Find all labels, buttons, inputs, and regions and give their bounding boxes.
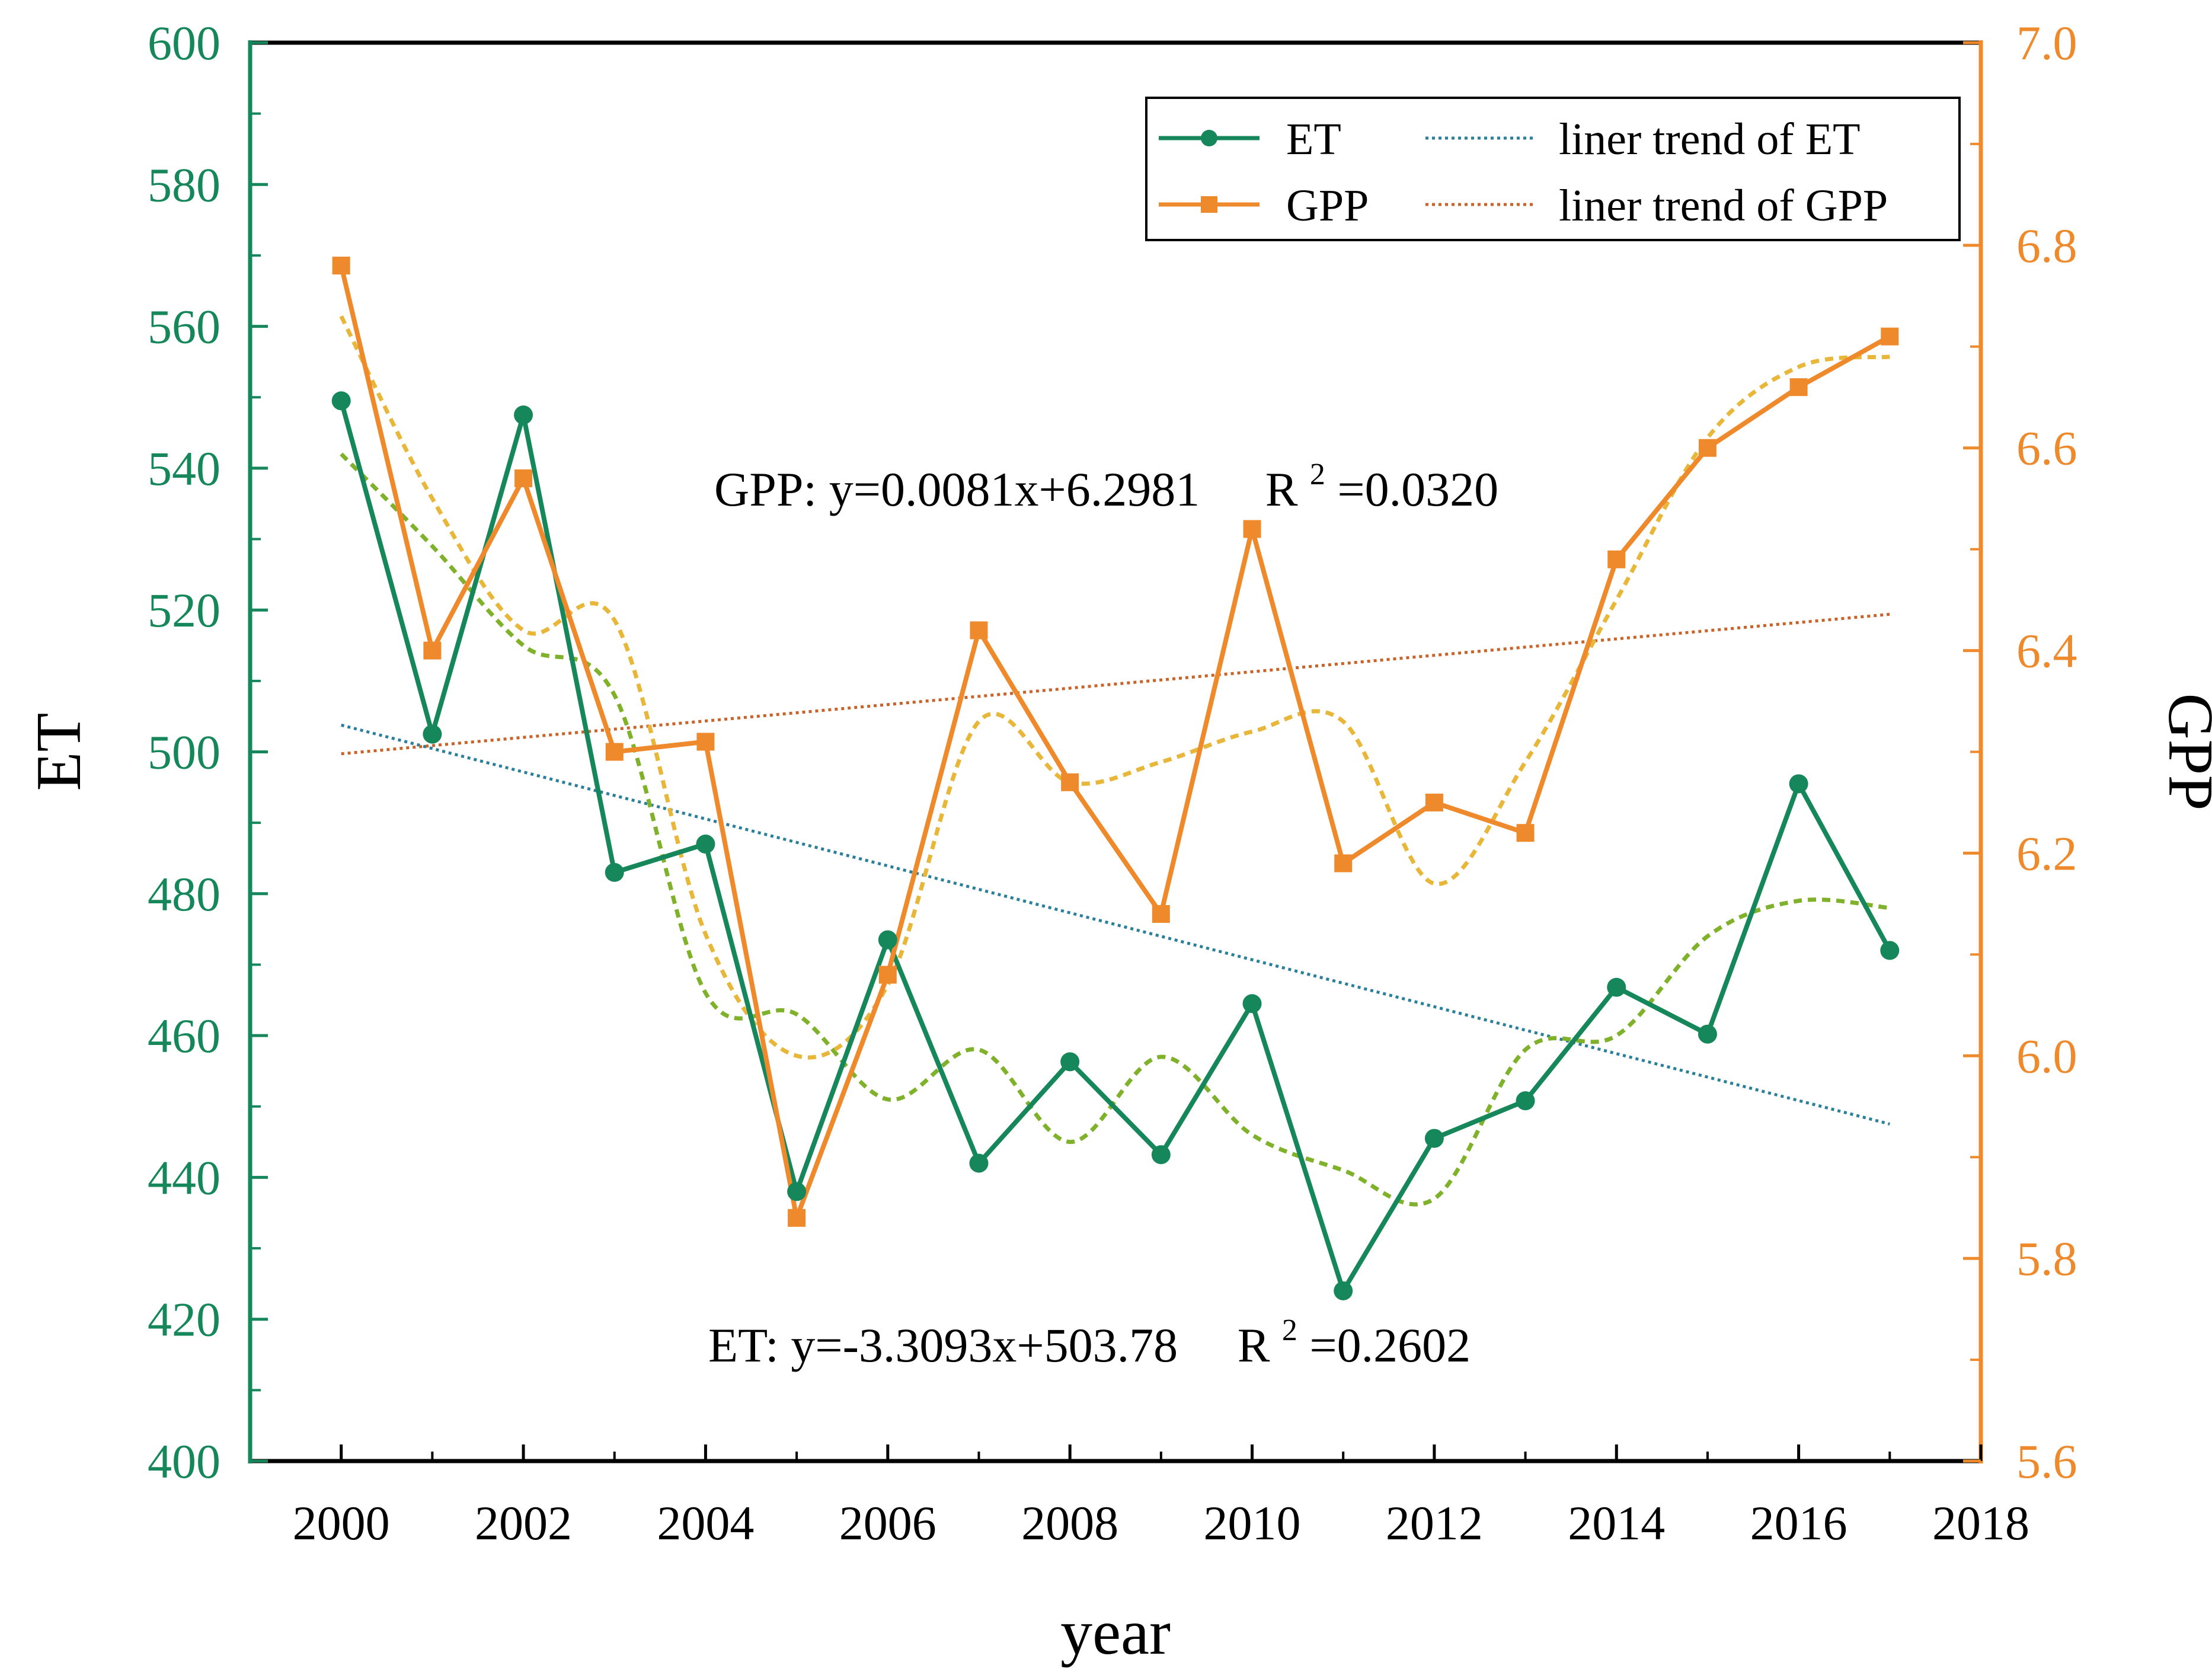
et-point [423, 724, 442, 744]
legend-et-trend-label: liner trend of ET [1559, 114, 1861, 164]
gpp-point [1698, 439, 1716, 457]
x-tick-label: 2002 [475, 1496, 572, 1550]
et-point [1698, 1024, 1717, 1044]
gpp-point [332, 257, 350, 275]
et-point [878, 930, 897, 950]
gpp-point [1881, 327, 1899, 346]
axes: 2000 2002 2004 2006 2008 2010 2012 2014 2016 2018… [24, 16, 2212, 1668]
gpp-point [696, 733, 715, 751]
x-tick-label: 2004 [657, 1496, 754, 1550]
gpp-point [1425, 793, 1443, 811]
left-tick-label: 540 [148, 442, 220, 496]
legend-box [1145, 97, 1961, 241]
plot-area [331, 257, 1900, 1300]
gpp-point [1243, 520, 1261, 538]
gpp-equation-annotation: GPP: y=0.0081x+6.2981 R 2 =0.0320 [714, 441, 1498, 516]
gpp-r2-value: =0.0320 [1337, 462, 1498, 516]
et-point [331, 391, 351, 411]
et-point [1789, 774, 1808, 794]
legend: ET GPP liner trend of ET liner trend of … [1145, 97, 1961, 241]
gpp-point [1516, 824, 1535, 842]
et-point [1516, 1091, 1535, 1111]
gpp-series-line [338, 265, 1891, 1220]
x-tick-label: 2012 [1386, 1496, 1483, 1550]
gpp-point [1061, 773, 1079, 791]
right-tick-label: 6.0 [2016, 1029, 2077, 1083]
x-tick-label: 2006 [839, 1496, 936, 1550]
et-point [1424, 1129, 1444, 1148]
et-point [605, 862, 624, 882]
et-point [696, 835, 715, 854]
right-tick-label: 6.6 [2016, 421, 2077, 475]
left-tick-label: 520 [148, 583, 220, 637]
right-tick-label: 6.2 [2016, 826, 2077, 880]
et-r2-superscript: 2 [1282, 1313, 1297, 1347]
left-axis-title: ET [24, 713, 94, 791]
x-axis-title: year [1060, 1597, 1171, 1668]
gpp-point [878, 966, 897, 984]
et-point [787, 1182, 807, 1201]
et-r2-value: =0.2602 [1309, 1318, 1471, 1372]
x-tick-label: 2014 [1568, 1496, 1665, 1550]
et-series-line [338, 400, 1892, 1293]
x-tick-label: 2016 [1750, 1496, 1847, 1550]
gpp-point [1789, 378, 1808, 397]
x-tick-label: 2000 [293, 1496, 390, 1550]
et-point [1607, 977, 1626, 997]
legend-et-label: ET [1286, 114, 1341, 164]
left-tick-label: 480 [148, 867, 220, 921]
gpp-point [1607, 550, 1626, 568]
et-point [1880, 941, 1900, 960]
et-point [514, 405, 533, 425]
et-point [969, 1153, 989, 1173]
legend-gpp-marker [1201, 196, 1217, 213]
left-tick-label: 600 [148, 16, 220, 70]
legend-gpp-label: GPP [1286, 181, 1369, 231]
left-tick-label: 460 [148, 1009, 220, 1063]
right-tick-label: 5.6 [2016, 1434, 2077, 1488]
legend-gpp-trend-label: liner trend of GPP [1559, 181, 1888, 231]
left-tick-label: 500 [148, 725, 220, 779]
et-point [1060, 1052, 1080, 1072]
gpp-smoothed-line [339, 315, 1890, 1060]
gpp-r2-prefix: R [1265, 462, 1298, 516]
et-equation-annotation: ET: y=-3.3093x+503.78 R 2 =0.2602 [708, 1297, 1471, 1372]
et-trend-line [341, 723, 1890, 1126]
legend-et-marker [1201, 130, 1217, 146]
gpp-point [514, 469, 533, 487]
right-axis-title: GPP [2155, 693, 2212, 810]
gpp-point [970, 621, 988, 640]
et-point [1334, 1281, 1353, 1300]
x-tick-label: 2010 [1204, 1496, 1301, 1550]
right-tick-label: 6.8 [2016, 219, 2077, 273]
right-tick-label: 7.0 [2016, 16, 2077, 70]
x-tick-label: 2018 [1932, 1496, 2029, 1550]
et-r2-prefix: R [1238, 1318, 1270, 1372]
left-tick-label: 440 [148, 1150, 220, 1204]
et-smoothed-line [340, 452, 1890, 1207]
left-tick-label: 420 [148, 1293, 220, 1347]
x-tick-label: 2008 [1021, 1496, 1118, 1550]
gpp-point [423, 641, 442, 660]
et-equation-text: ET: y=-3.3093x+503.78 [708, 1318, 1178, 1372]
gpp-equation-text: GPP: y=0.0081x+6.2981 [714, 462, 1200, 516]
gpp-trend-line [341, 612, 1890, 756]
gpp-point [788, 1209, 806, 1227]
et-point [1151, 1145, 1171, 1165]
left-tick-label: 560 [148, 300, 220, 354]
right-tick-label: 5.8 [2016, 1232, 2077, 1286]
right-tick-label: 6.4 [2016, 624, 2077, 678]
et-point [1242, 994, 1262, 1014]
gpp-point [1334, 854, 1353, 872]
left-tick-label: 400 [148, 1434, 220, 1488]
gpp-point [1152, 904, 1170, 923]
annotations: GPP: y=0.0081x+6.2981 R 2 =0.0320 ET: y=… [708, 441, 1498, 1372]
left-tick-label: 580 [148, 158, 220, 212]
gpp-point [605, 743, 624, 761]
gpp-r2-superscript: 2 [1310, 458, 1325, 491]
